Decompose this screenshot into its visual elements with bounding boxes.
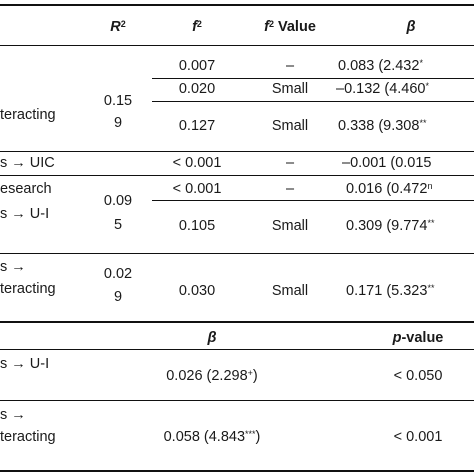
row2-f2: 0.020: [178, 81, 216, 97]
top-rule: [0, 4, 474, 6]
second-header-p-value: p-value: [392, 330, 444, 346]
rule-row4: [0, 175, 474, 176]
second-row2-beta: 0.058 (4.843***): [163, 428, 261, 445]
r2-block2-line1: 0.09: [103, 193, 133, 209]
second-row2-path-line2: teracting: [0, 429, 56, 445]
row3-f2: 0.127: [178, 118, 216, 134]
row7-beta: 0.171 (5.323**: [346, 282, 435, 299]
r2-block3-line2: 9: [113, 289, 123, 305]
row3-path: teracting: [0, 107, 56, 123]
r2-block2-line2: 5: [113, 217, 123, 233]
row4-path: s → UIC: [0, 155, 55, 171]
rule-row2: [152, 101, 474, 102]
row4-f2-value: –: [285, 155, 295, 171]
row4-f2: < 0.001: [172, 155, 222, 171]
second-row-rule: [0, 400, 474, 401]
section-rule: [0, 321, 474, 323]
rule-row5: [152, 200, 474, 201]
second-row2-path-line1: s →: [0, 407, 26, 423]
row6-f2: 0.105: [178, 218, 216, 234]
row5-beta: 0.016 (0.472n: [346, 180, 433, 197]
rule-row1: [152, 78, 474, 79]
row7-path-line2: teracting: [0, 281, 56, 297]
row3-f2-value: Small: [271, 118, 309, 134]
row4-beta: –0.001 (0.015: [342, 155, 432, 171]
bottom-rule: [0, 470, 474, 472]
second-row2-p: < 0.001: [393, 429, 443, 445]
row3-beta: 0.338 (9.308**: [338, 117, 427, 134]
row5-f2: < 0.001: [172, 181, 222, 197]
row5-path: esearch: [0, 181, 52, 197]
row2-beta: –0.132 (4.460*: [336, 80, 430, 97]
header-beta: β: [406, 19, 416, 35]
rule-row3: [0, 151, 474, 152]
row1-f2-value: –: [285, 58, 295, 74]
r2-block1-line1: 0.15: [103, 93, 133, 109]
header-f2-value: f2 Value: [264, 18, 316, 35]
row1-beta: 0.083 (2.432*: [338, 57, 423, 74]
header-rule: [0, 45, 474, 46]
header-f2: f2: [192, 18, 202, 35]
second-row1-p: < 0.050: [393, 368, 443, 384]
row1-f2: 0.007: [178, 58, 216, 74]
row7-f2: 0.030: [178, 283, 216, 299]
row7-f2-value: Small: [271, 283, 309, 299]
row6-path: s → U-I: [0, 206, 50, 222]
second-header-rule: [0, 349, 474, 350]
rule-row6: [0, 253, 474, 254]
row2-f2-value: Small: [271, 81, 309, 97]
header-r2: R2: [110, 18, 126, 35]
r2-block1-line2: 9: [113, 115, 123, 131]
second-header-beta: β: [207, 330, 217, 346]
r2-block3-line1: 0.02: [103, 266, 133, 282]
row7-path-line1: s →: [0, 259, 26, 275]
row5-f2-value: –: [285, 181, 295, 197]
row6-beta: 0.309 (9.774**: [346, 217, 435, 234]
second-row1-path: s → U-I: [0, 356, 50, 372]
row6-f2-value: Small: [271, 218, 309, 234]
second-row1-beta: 0.026 (2.298+): [166, 367, 258, 384]
